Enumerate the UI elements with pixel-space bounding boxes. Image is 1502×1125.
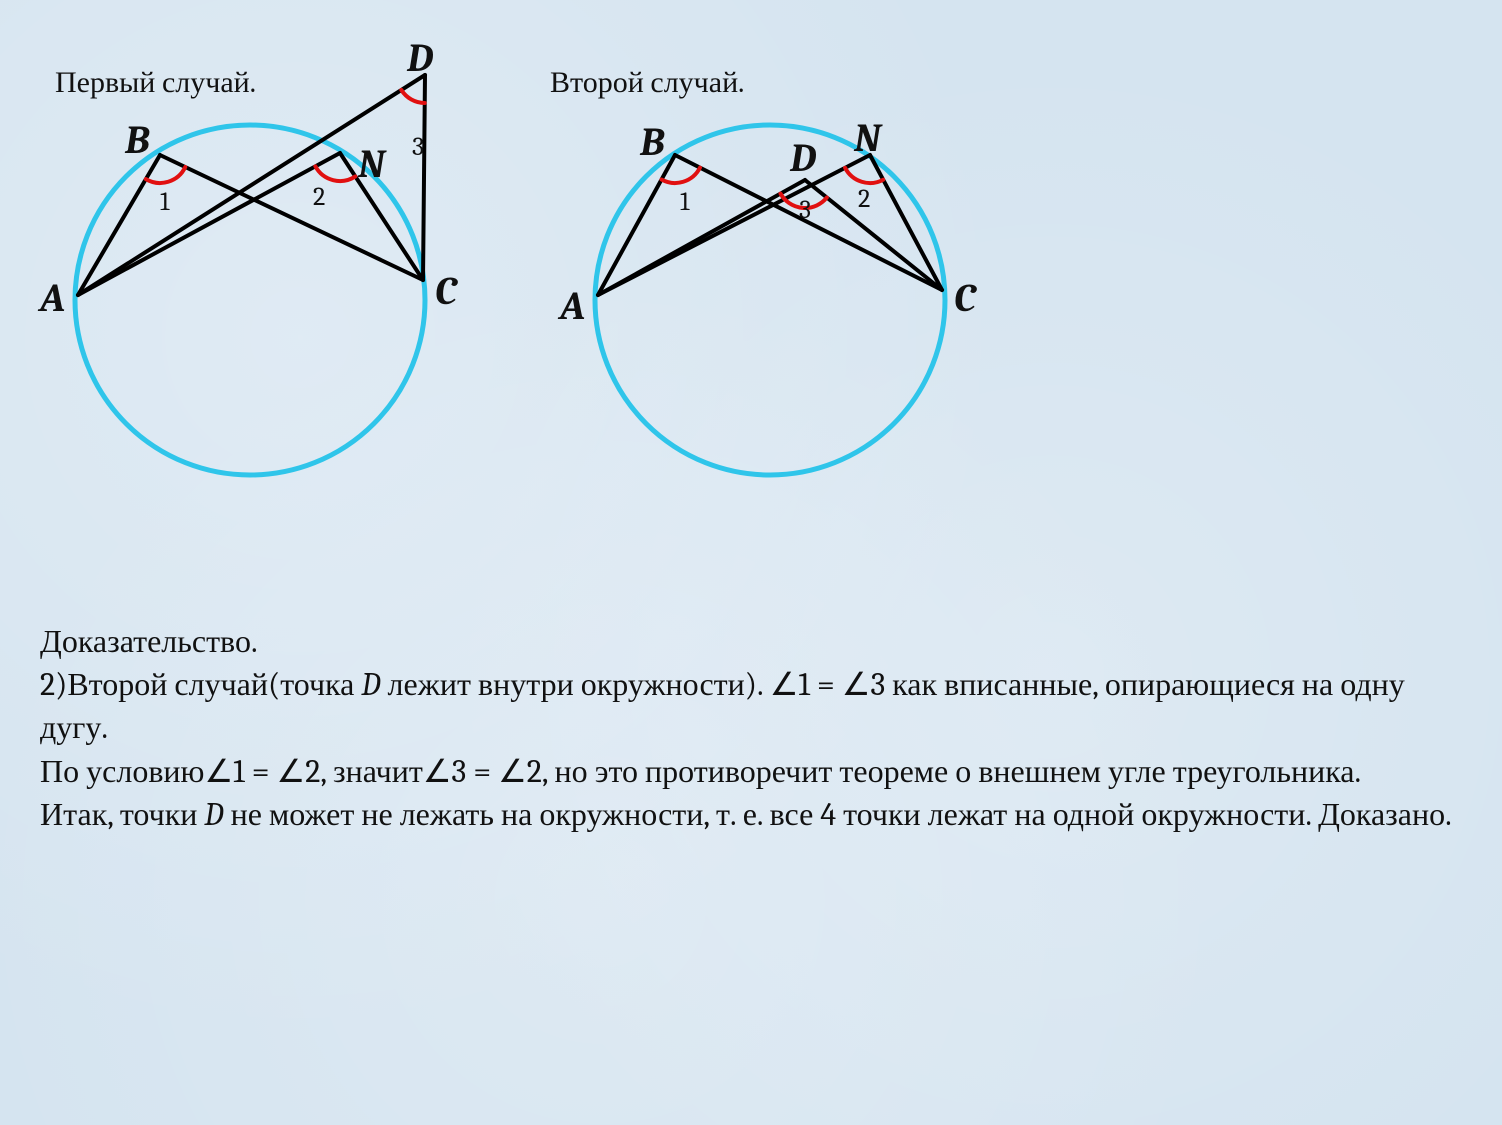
case2-title: Второй случай. bbox=[550, 65, 744, 100]
label-C-2: C bbox=[954, 275, 976, 321]
angle-1-case1: 1 bbox=[160, 187, 169, 217]
label-B-2: B bbox=[640, 119, 664, 165]
proof-line-1: 2)Второй случай(точка D лежит внутри окр… bbox=[40, 663, 1460, 749]
angle-3-case1: 3 bbox=[412, 132, 424, 162]
proof-line-3: Итак, точки D не может не лежать на окру… bbox=[40, 793, 1460, 836]
label-B-1: B bbox=[125, 117, 149, 163]
angle-3-case2: 3 bbox=[799, 195, 811, 225]
label-N-2: N bbox=[854, 115, 881, 161]
label-A-1: A bbox=[40, 275, 65, 321]
angle-2-case2: 2 bbox=[858, 184, 870, 214]
proof-heading: Доказательство. bbox=[40, 620, 1460, 663]
angle-1-case2: 1 bbox=[680, 187, 689, 217]
label-N-1: N bbox=[358, 141, 385, 187]
label-A-2: A bbox=[560, 283, 585, 329]
angle-2-case1: 2 bbox=[313, 182, 325, 212]
proof-line-2: По условию∠1 = ∠2, значит∠3 = ∠2, но это… bbox=[40, 750, 1460, 793]
label-D-2: D bbox=[790, 135, 816, 181]
label-C-1: C bbox=[435, 268, 457, 314]
label-D-1: D bbox=[407, 35, 433, 81]
case1-title: Первый случай. bbox=[55, 65, 256, 100]
proof-text: Доказательство. 2)Второй случай(точка D … bbox=[40, 620, 1460, 836]
